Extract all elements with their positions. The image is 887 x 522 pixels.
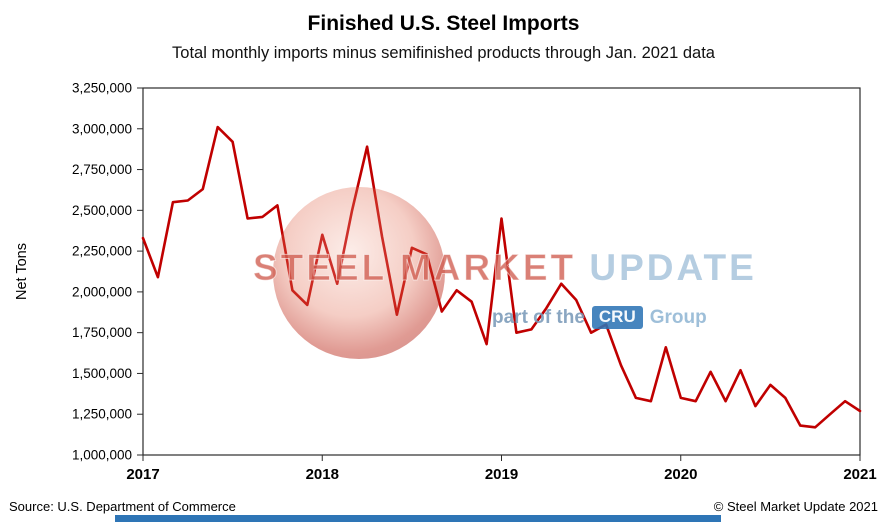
x-tick-label: 2017 <box>126 466 159 483</box>
x-tick-label: 2020 <box>664 466 697 483</box>
y-tick-label: 1,250,000 <box>72 407 132 422</box>
y-tick-label: 1,750,000 <box>72 325 132 340</box>
bottom-banner <box>115 515 721 522</box>
y-tick-label: 1,000,000 <box>72 448 132 463</box>
y-tick-label: 2,000,000 <box>72 284 132 299</box>
y-tick-label: 1,500,000 <box>72 366 132 381</box>
chart-title: Finished U.S. Steel Imports <box>307 12 580 35</box>
x-tick-label: 2019 <box>485 466 518 483</box>
y-tick-label: 3,000,000 <box>72 121 132 136</box>
x-tick-label: 2021 <box>843 466 876 483</box>
chart-subtitle: Total monthly imports minus semifinished… <box>172 44 715 62</box>
copyright-note: © Steel Market Update 2021 <box>713 499 878 514</box>
x-tick-label: 2018 <box>306 466 339 483</box>
source-note: Source: U.S. Department of Commerce <box>9 499 236 514</box>
y-tick-label: 2,250,000 <box>72 244 132 259</box>
y-tick-label: 2,500,000 <box>72 203 132 218</box>
imports-series-line <box>141 125 862 429</box>
y-tick-label: 2,750,000 <box>72 162 132 177</box>
y-tick-label: 3,250,000 <box>72 81 132 96</box>
y-axis-title: Net Tons <box>14 243 30 300</box>
